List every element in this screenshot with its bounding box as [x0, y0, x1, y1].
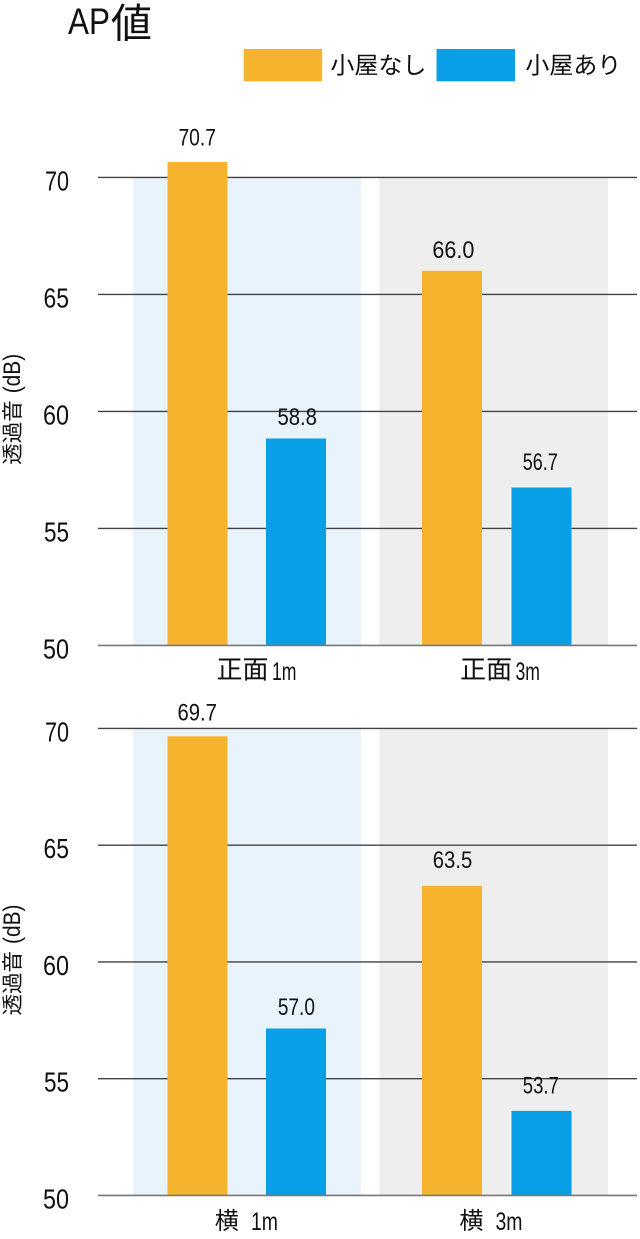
svg-text:50: 50 [43, 633, 69, 664]
svg-text:60: 60 [43, 950, 69, 981]
svg-text:AP: AP [68, 0, 110, 42]
svg-text:65: 65 [44, 833, 70, 864]
svg-text:55: 55 [44, 516, 69, 547]
svg-text:70.7: 70.7 [178, 125, 216, 152]
svg-text:60: 60 [43, 399, 69, 430]
svg-text:53.7: 53.7 [523, 1072, 559, 1099]
svg-text:66.0: 66.0 [432, 237, 474, 264]
svg-text:70: 70 [45, 165, 69, 196]
svg-text:58.8: 58.8 [277, 404, 317, 431]
svg-text:(dB): (dB) [0, 905, 26, 945]
svg-text:57.0: 57.0 [278, 994, 315, 1021]
svg-text:55: 55 [44, 1067, 69, 1098]
svg-text:70: 70 [45, 716, 69, 747]
svg-text:3m: 3m [516, 658, 541, 686]
svg-text:50: 50 [43, 1183, 69, 1214]
svg-text:(dB): (dB) [0, 354, 26, 394]
svg-text:69.7: 69.7 [177, 699, 217, 726]
svg-text:1m: 1m [272, 658, 297, 686]
svg-text:1m: 1m [251, 1208, 278, 1236]
svg-text:3m: 3m [496, 1208, 523, 1236]
svg-text:56.7: 56.7 [523, 449, 558, 476]
svg-text:65: 65 [44, 282, 70, 313]
svg-text:63.5: 63.5 [433, 847, 473, 874]
